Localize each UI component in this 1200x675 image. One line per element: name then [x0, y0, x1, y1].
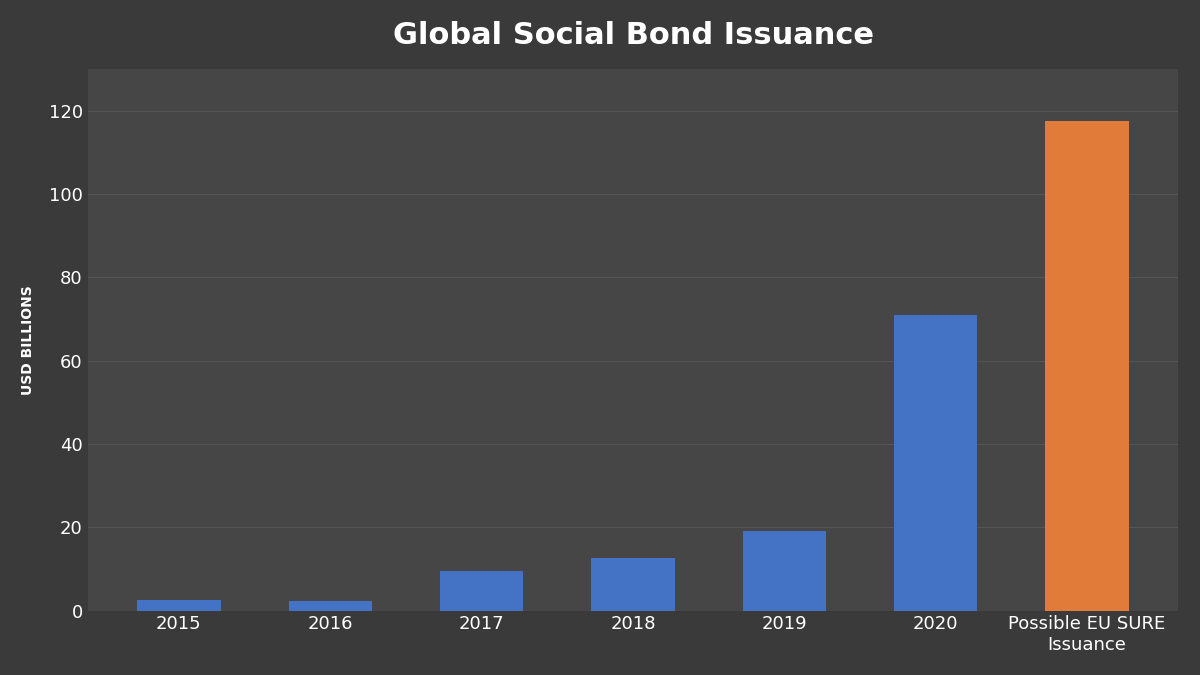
Title: Global Social Bond Issuance: Global Social Bond Issuance	[392, 21, 874, 50]
Y-axis label: USD BILLIONS: USD BILLIONS	[20, 285, 35, 395]
Bar	[743, 531, 826, 610]
Bar	[592, 558, 674, 610]
Bar	[1045, 121, 1129, 610]
Bar	[137, 600, 221, 610]
Bar	[440, 571, 523, 610]
Bar	[289, 601, 372, 610]
Bar	[894, 315, 977, 610]
